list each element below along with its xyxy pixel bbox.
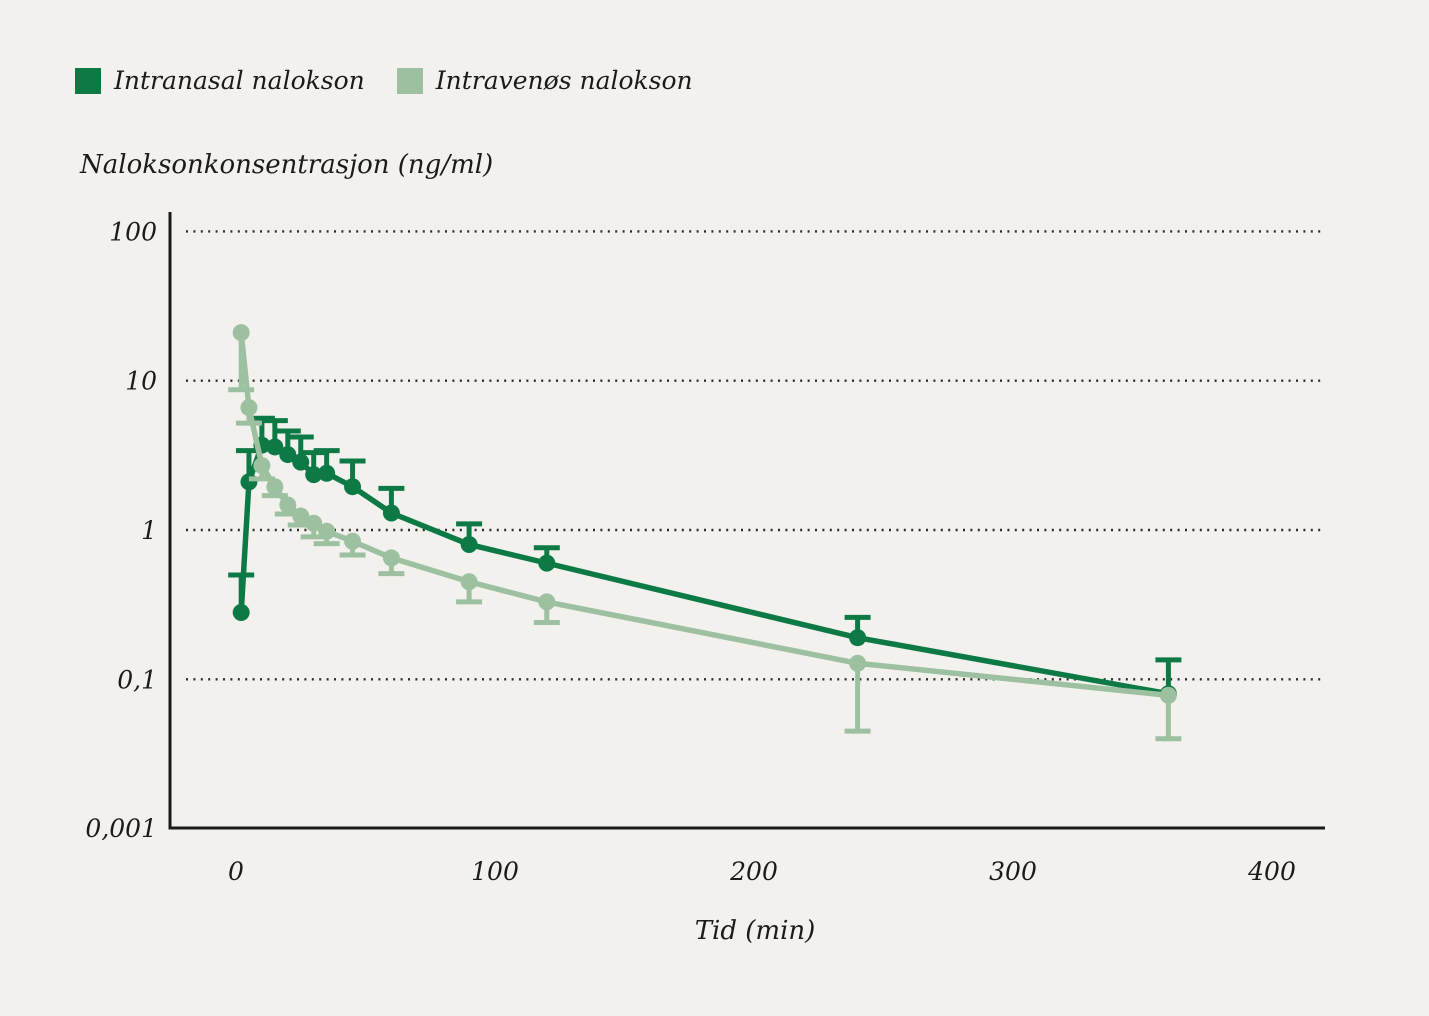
intravenous-swatch <box>396 67 423 94</box>
x-tick-labels: 0 100 200 300 400 <box>228 857 1296 886</box>
data-point-marker <box>460 573 478 591</box>
y-tick-label: 0,1 <box>117 665 157 694</box>
data-point-marker <box>253 457 271 475</box>
data-point-marker <box>240 473 258 491</box>
data-point-marker <box>849 654 867 672</box>
series-line <box>238 332 1169 699</box>
data-point-marker <box>279 446 297 464</box>
legend-label-intravenous: Intravenøs nalokson <box>435 66 693 95</box>
legend: Intranasal nalokson Intravenøs nalokson <box>75 66 693 95</box>
axes <box>168 212 1325 830</box>
x-tick-label: 0 <box>228 857 244 886</box>
data-point-marker <box>460 535 478 553</box>
legend-label-intranasal: Intranasal nalokson <box>114 66 365 95</box>
y-tick-label: 10 <box>125 367 157 396</box>
y-tick-label: 0,001 <box>85 814 157 843</box>
data-point-marker <box>292 453 310 471</box>
data-point-marker <box>1159 686 1177 704</box>
legend-item-intranasal: Intranasal nalokson <box>75 66 365 95</box>
y-tick-labels: 100 10 1 0,1 0,001 <box>85 217 157 843</box>
data-point-marker <box>232 604 250 622</box>
series-intravenous <box>228 324 1182 742</box>
data-point-marker <box>382 549 400 567</box>
y-tick-label: 100 <box>109 217 157 246</box>
data-point-marker <box>266 438 284 456</box>
data-point-marker <box>318 522 336 540</box>
data-point-marker <box>232 324 250 342</box>
data-point-marker <box>318 464 336 482</box>
x-tick-label: 300 <box>989 857 1037 886</box>
data-point-marker <box>240 399 258 417</box>
y-tick-label: 1 <box>141 516 157 545</box>
data-point-marker <box>305 514 323 532</box>
legend-item-intravenous: Intravenøs nalokson <box>396 66 693 95</box>
data-point-marker <box>344 478 362 496</box>
data-point-marker <box>305 466 323 484</box>
x-tick-label: 100 <box>471 857 519 886</box>
y-gridlines <box>186 230 1325 681</box>
x-tick-label: 400 <box>1247 857 1296 886</box>
data-point-marker <box>279 496 297 514</box>
data-point-marker <box>538 593 556 611</box>
y-axis-title: Naloksonkonsentrasjon (ng/ml) <box>80 150 494 180</box>
x-tick-label: 200 <box>729 857 778 886</box>
data-point-marker <box>849 629 867 647</box>
data-point-marker <box>266 478 284 496</box>
x-axis-title: Tid (min) <box>694 916 816 946</box>
data-point-marker <box>292 507 310 525</box>
data-point-marker <box>538 554 556 572</box>
data-point-marker <box>344 532 362 550</box>
data-point-marker <box>382 504 400 522</box>
intranasal-swatch <box>75 67 101 94</box>
series-intranasal <box>228 415 1182 703</box>
series-line <box>238 442 1169 697</box>
